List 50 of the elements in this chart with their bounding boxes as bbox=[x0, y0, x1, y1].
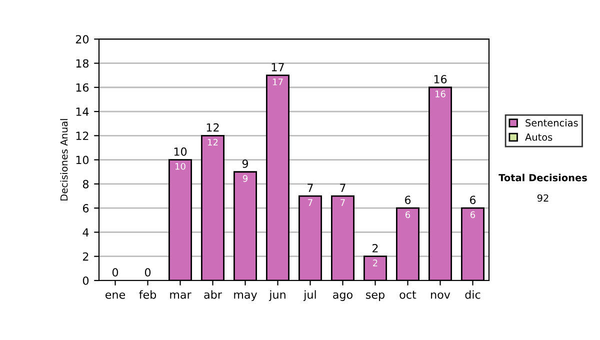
y-tick-label: 18 bbox=[76, 59, 89, 68]
y-tick-label: 4 bbox=[82, 228, 89, 236]
legend-label: Autos bbox=[525, 134, 552, 141]
total-label: 7 bbox=[308, 184, 313, 192]
x-tick-label: ene bbox=[106, 292, 126, 299]
data-label: 17 bbox=[273, 78, 283, 86]
x-tick-label: jun bbox=[268, 290, 286, 301]
data-label: 2 bbox=[373, 260, 378, 266]
total-label: 0 bbox=[112, 268, 118, 277]
data-label: 7 bbox=[308, 199, 312, 206]
y-tick-label: 16 bbox=[76, 83, 89, 92]
data-label: 6 bbox=[470, 211, 476, 218]
y-tick-label: 8 bbox=[82, 180, 89, 188]
x-tick-label: abr bbox=[204, 290, 222, 299]
text: 92 bbox=[537, 194, 548, 202]
y-tick-label: 12 bbox=[76, 132, 88, 140]
data-label: 9 bbox=[242, 175, 248, 182]
x-tick-label: dic bbox=[465, 290, 480, 299]
total-label: 10 bbox=[174, 147, 187, 156]
total-label: 12 bbox=[206, 123, 219, 132]
y-tick-label: 20 bbox=[76, 35, 89, 44]
total-label: 17 bbox=[272, 63, 284, 72]
legend-label: Sentencias bbox=[526, 118, 578, 127]
x-tick-label: may bbox=[234, 292, 258, 301]
data-label: 10 bbox=[176, 162, 186, 170]
total-label: 16 bbox=[434, 75, 447, 84]
y-tick-label: 14 bbox=[76, 108, 89, 116]
total-label: 9 bbox=[242, 160, 248, 168]
x-tick-label: sep bbox=[366, 292, 384, 301]
y-axis-title: Decisiones Anual bbox=[60, 119, 68, 200]
total-label: 6 bbox=[404, 196, 411, 204]
total-label: 7 bbox=[340, 184, 346, 192]
x-tick-label: mar bbox=[170, 292, 192, 299]
y-tick-label: 10 bbox=[76, 156, 89, 164]
data-label: 6 bbox=[406, 211, 410, 218]
data-label: 12 bbox=[208, 138, 218, 146]
text: Total Decisiones bbox=[498, 174, 587, 182]
x-tick-label: ago bbox=[333, 292, 352, 301]
y-tick-label: 6 bbox=[82, 204, 89, 212]
x-tick-label: feb bbox=[139, 290, 156, 299]
total-label: 6 bbox=[470, 196, 476, 204]
data-label: 7 bbox=[340, 199, 345, 206]
total-label: 0 bbox=[144, 268, 151, 277]
total-label: 2 bbox=[372, 244, 378, 252]
y-tick-label: 0 bbox=[82, 276, 89, 285]
data-label: 16 bbox=[436, 90, 446, 98]
x-tick-label: nov bbox=[431, 292, 450, 299]
x-tick-label: jul bbox=[303, 290, 316, 301]
x-tick-label: oct bbox=[400, 290, 416, 299]
y-tick-label: 2 bbox=[83, 252, 88, 261]
